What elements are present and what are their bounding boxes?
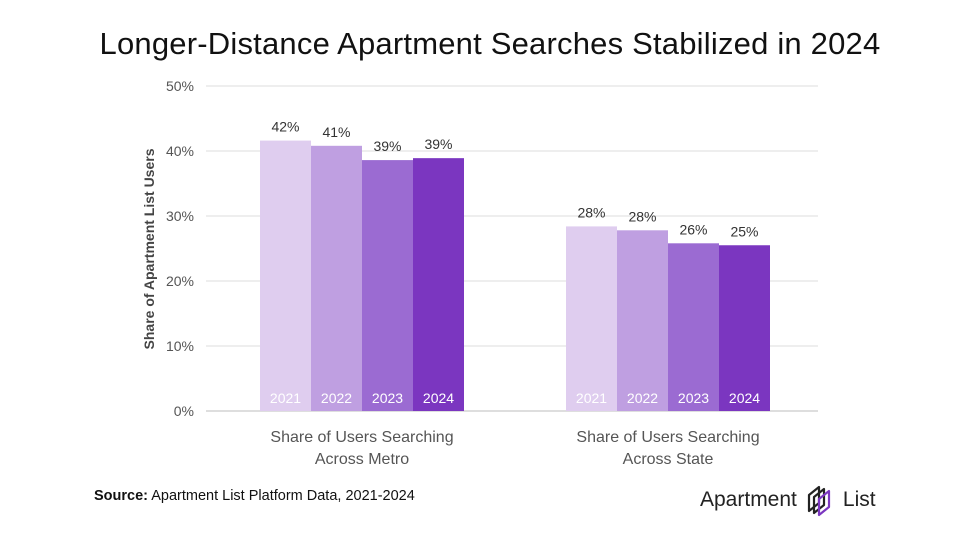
category-label-line1: Share of Users Searching — [270, 429, 453, 446]
y-axis-label: Share of Apartment List Users — [141, 148, 157, 349]
logo-word-right: List — [842, 488, 876, 511]
series-label: 2022 — [627, 390, 658, 406]
y-tick-label: 40% — [166, 143, 194, 159]
y-tick-label: 10% — [166, 338, 194, 354]
data-label: 28% — [577, 204, 605, 220]
y-tick-label: 30% — [166, 208, 194, 224]
apartment-list-logo: Apartment List — [700, 482, 876, 518]
series-label: 2023 — [678, 390, 709, 406]
chart-title: Longer-Distance Apartment Searches Stabi… — [99, 26, 881, 61]
bar — [362, 160, 413, 411]
data-label: 39% — [373, 138, 401, 154]
data-label: 41% — [322, 124, 350, 140]
source-text: Apartment List Platform Data, 2021-2024 — [148, 488, 415, 504]
series-label: 2024 — [423, 390, 454, 406]
logo-word-left: Apartment — [700, 488, 797, 511]
bar — [413, 158, 464, 411]
bar — [617, 230, 668, 411]
series-label: 2023 — [372, 390, 403, 406]
category-label-line1: Share of Users Searching — [576, 429, 759, 446]
series-label: 2021 — [270, 390, 301, 406]
category-label-line2: Across Metro — [315, 451, 409, 468]
y-tick-label: 50% — [166, 78, 194, 94]
data-label: 28% — [628, 208, 656, 224]
bar — [311, 145, 362, 412]
bar-chart: 0% 10% 20% 30% 40% 50% Share of Apartment List… — [141, 78, 818, 468]
bar — [668, 243, 719, 411]
logo-mark-icon — [807, 485, 830, 517]
bar — [260, 140, 311, 411]
series-label: 2021 — [576, 390, 607, 406]
source-note: Source: Apartment List Platform Data, 20… — [94, 488, 415, 504]
data-label: 25% — [730, 223, 758, 239]
data-label: 39% — [424, 136, 452, 152]
series-label: 2022 — [321, 390, 352, 406]
y-tick-label: 0% — [174, 403, 194, 419]
series-label: 2024 — [729, 390, 760, 406]
y-tick-label: 20% — [166, 273, 194, 289]
source-label: Source: — [94, 488, 148, 504]
bar — [719, 245, 770, 411]
bar — [566, 226, 617, 411]
data-label: 26% — [679, 221, 707, 237]
category-label-line2: Across State — [623, 451, 714, 468]
data-label: 42% — [271, 119, 299, 135]
